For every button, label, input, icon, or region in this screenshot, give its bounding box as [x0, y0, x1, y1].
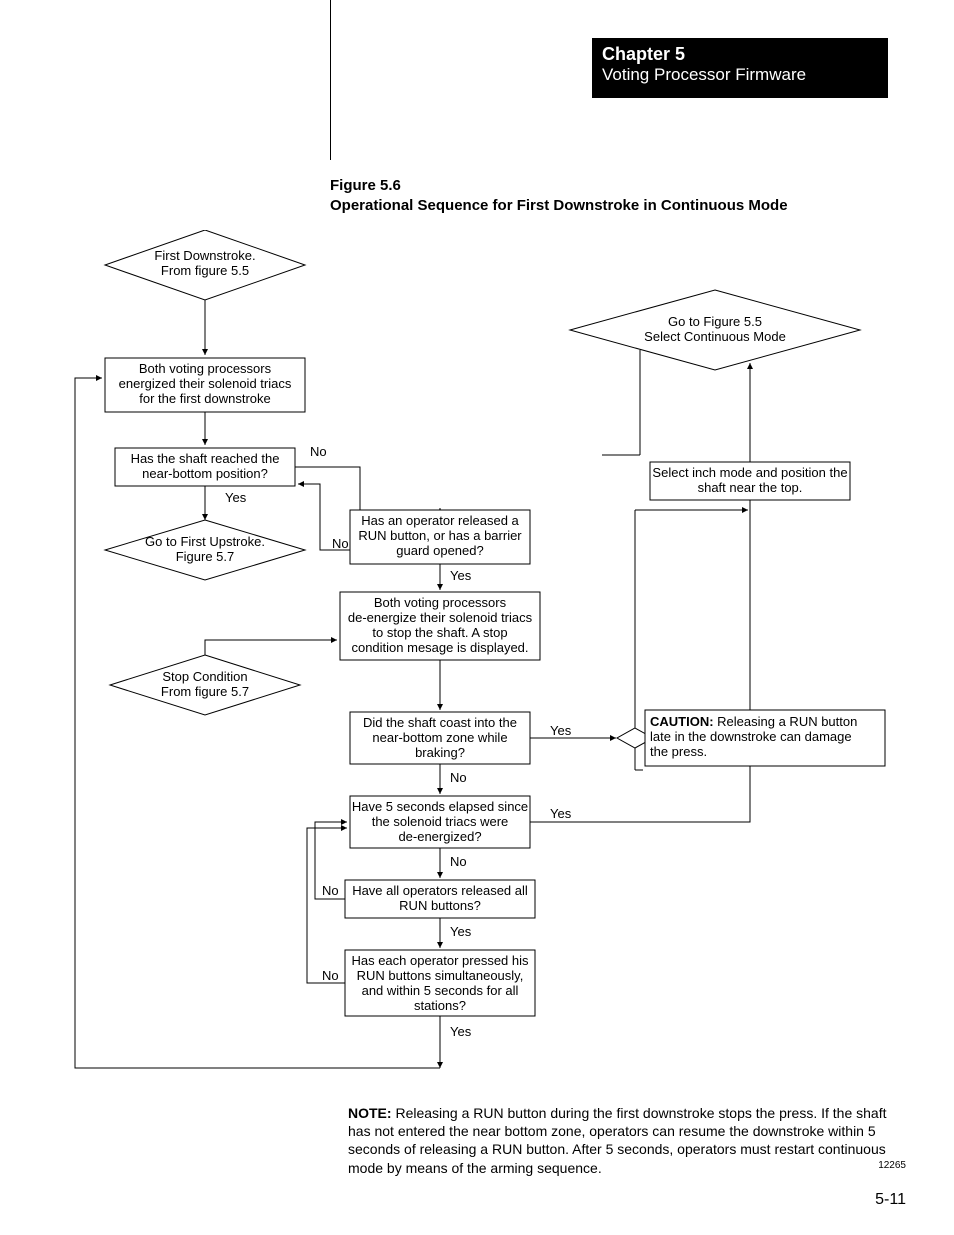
- svg-text:No: No: [322, 883, 339, 898]
- chapter-title: Voting Processor Firmware: [602, 65, 878, 85]
- svg-text:to stop the shaft. A stop: to stop the shaft. A stop: [372, 625, 507, 640]
- figure-number: Figure 5.6: [330, 177, 401, 194]
- doc-tracking-id: 12265: [878, 1160, 906, 1171]
- svg-text:Has each operator pressed his: Has each operator pressed his: [351, 953, 529, 968]
- chapter-number: Chapter 5: [602, 44, 878, 65]
- svg-text:for the first downstroke: for the first downstroke: [139, 391, 271, 406]
- svg-text:Has the shaft reached the: Has the shaft reached the: [131, 451, 280, 466]
- svg-text:From figure 5.7: From figure 5.7: [161, 684, 249, 699]
- svg-text:No: No: [450, 770, 467, 785]
- svg-text:Both voting processors: Both voting processors: [139, 361, 272, 376]
- svg-text:Yes: Yes: [450, 924, 472, 939]
- svg-text:condition mesage is displayed.: condition mesage is displayed.: [351, 640, 528, 655]
- svg-text:Both voting processors: Both voting processors: [374, 595, 507, 610]
- svg-text:de-energize their solenoid tri: de-energize their solenoid triacs: [348, 610, 533, 625]
- svg-text:Go to First Upstroke.: Go to First Upstroke.: [145, 534, 265, 549]
- flowchart: First Downstroke. From figure 5.5 Both v…: [60, 230, 900, 1100]
- svg-text:Have 5 seconds elapsed since: Have 5 seconds elapsed since: [352, 799, 528, 814]
- svg-text:Figure 5.7: Figure 5.7: [176, 549, 235, 564]
- svg-text:RUN button, or has a barrier: RUN button, or has a barrier: [358, 528, 522, 543]
- figure-caption: Operational Sequence for First Downstrok…: [330, 197, 788, 214]
- svg-text:Yes: Yes: [550, 806, 572, 821]
- svg-text:No: No: [322, 968, 339, 983]
- svg-text:No: No: [450, 854, 467, 869]
- svg-text:CAUTION: Releasing a RUN butto: CAUTION: Releasing a RUN button: [650, 714, 857, 729]
- svg-text:No: No: [332, 536, 349, 551]
- svg-text:Did the shaft coast into the: Did the shaft coast into the: [363, 715, 517, 730]
- top-vertical-rule: [330, 0, 331, 160]
- page-number: 5-11: [875, 1191, 906, 1209]
- svg-text:the press.: the press.: [650, 744, 707, 759]
- svg-text:energized their solenoid triac: energized their solenoid triacs: [119, 376, 292, 391]
- svg-text:From figure 5.5: From figure 5.5: [161, 263, 249, 278]
- note-lead: NOTE:: [348, 1105, 392, 1121]
- svg-text:Stop Condition: Stop Condition: [162, 669, 247, 684]
- svg-text:RUN buttons simultaneously,: RUN buttons simultaneously,: [357, 968, 524, 983]
- svg-text:Yes: Yes: [450, 1024, 472, 1039]
- svg-text:near-bottom zone while: near-bottom zone while: [372, 730, 507, 745]
- svg-text:braking?: braking?: [415, 745, 465, 760]
- svg-text:near-bottom position?: near-bottom position?: [142, 466, 268, 481]
- svg-text:de-energized?: de-energized?: [398, 829, 481, 844]
- svg-text:guard opened?: guard opened?: [396, 543, 483, 558]
- svg-text:the solenoid triacs were: the solenoid triacs were: [372, 814, 509, 829]
- svg-text:No: No: [310, 444, 327, 459]
- svg-text:Go to Figure 5.5: Go to Figure 5.5: [668, 314, 762, 329]
- svg-text:Select inch mode and position: Select inch mode and position the: [652, 465, 847, 480]
- svg-text:Yes: Yes: [225, 490, 247, 505]
- svg-text:First Downstroke.: First Downstroke.: [154, 248, 255, 263]
- svg-text:RUN buttons?: RUN buttons?: [399, 898, 481, 913]
- svg-text:Yes: Yes: [550, 723, 572, 738]
- svg-text:Select Continuous Mode: Select Continuous Mode: [644, 329, 786, 344]
- svg-text:Has an operator released a: Has an operator released a: [361, 513, 519, 528]
- svg-text:stations?: stations?: [414, 998, 466, 1013]
- note-body: Releasing a RUN button during the first …: [348, 1105, 886, 1176]
- svg-text:late in the downstroke can dam: late in the downstroke can damage: [650, 729, 852, 744]
- figure-title: Figure 5.6 Operational Sequence for Firs…: [330, 176, 788, 215]
- svg-text:Have all operators released al: Have all operators released all: [352, 883, 528, 898]
- svg-text:Yes: Yes: [450, 568, 472, 583]
- svg-text:shaft near the top.: shaft near the top.: [698, 480, 803, 495]
- footnote: NOTE: Releasing a RUN button during the …: [348, 1104, 888, 1177]
- chapter-header: Chapter 5 Voting Processor Firmware: [592, 38, 888, 98]
- svg-text:and within 5 seconds for all: and within 5 seconds for all: [362, 983, 519, 998]
